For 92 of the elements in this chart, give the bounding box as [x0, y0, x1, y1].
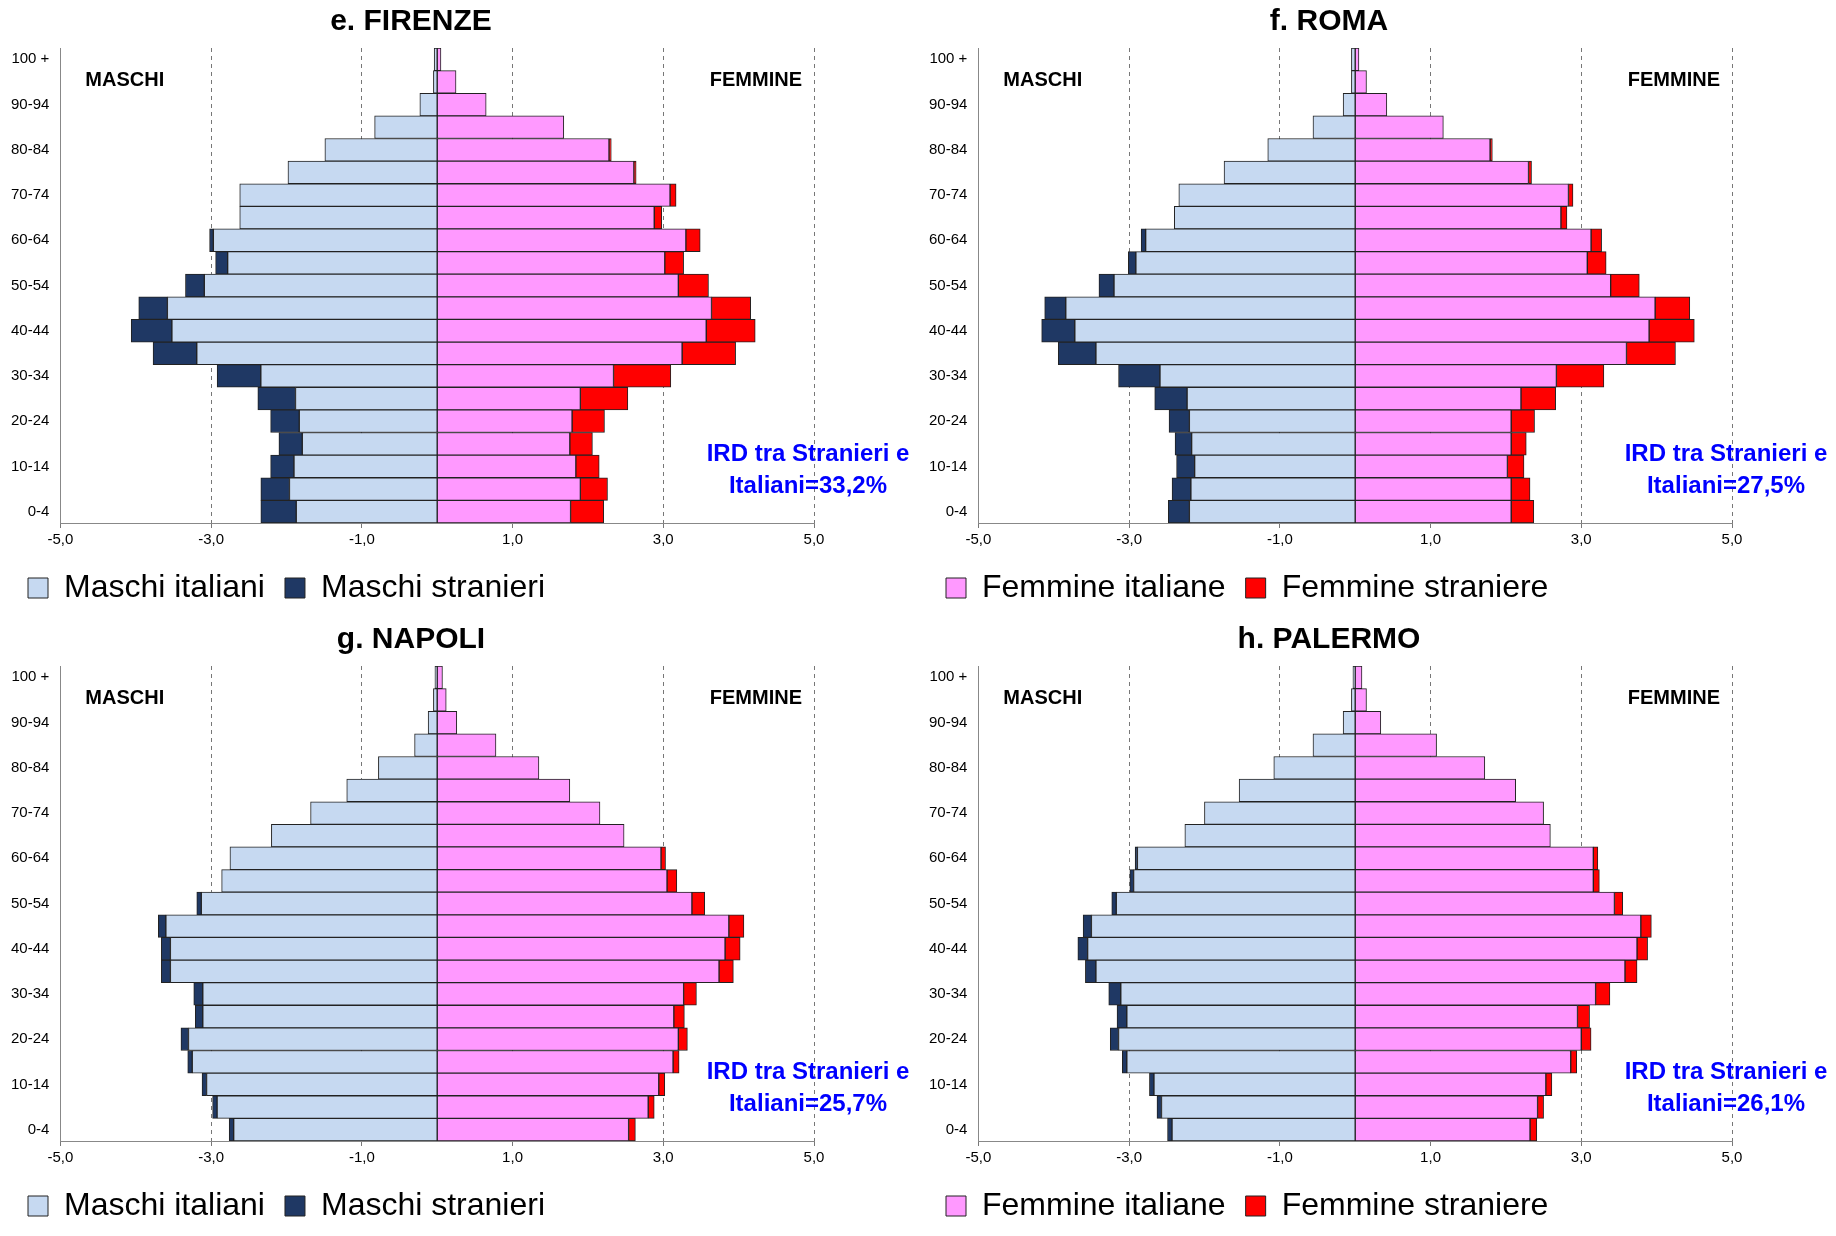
- legend-label: Femmine straniere: [1281, 1185, 1549, 1222]
- y-tick-label: 60-64: [928, 230, 968, 248]
- x-tick-label: 3,0: [652, 530, 674, 548]
- legend-label: Maschi stranieri: [320, 1185, 546, 1222]
- x-tick-label: 5,0: [803, 530, 825, 548]
- x-tick-label: 1,0: [502, 530, 523, 548]
- x-tick-label: 1,0: [502, 1148, 523, 1166]
- y-tick-label: 0-4: [945, 501, 968, 519]
- annotation: IRD tra Stranieri e Italiani=26,1%: [1624, 1057, 1828, 1117]
- y-tick-label: 70-74: [928, 803, 968, 821]
- y-tick-label: 0-4: [27, 1119, 50, 1137]
- chart-title: e. FIRENZE: [330, 3, 492, 37]
- y-tick-label: 30-34: [928, 366, 968, 384]
- y-tick-label: 30-34: [10, 366, 50, 384]
- y-tick-label: 80-84: [928, 139, 968, 157]
- y-tick-label: 0-4: [27, 501, 50, 519]
- y-tick-label: 20-24: [10, 411, 50, 429]
- x-tick-label: 3,0: [652, 1148, 674, 1166]
- y-tick-label: 50-54: [10, 275, 50, 293]
- x-tick-label: -5,0: [47, 530, 74, 548]
- y-tick-label: 60-64: [10, 848, 50, 866]
- x-tick-label: -3,0: [198, 530, 225, 548]
- y-tick-label: 20-24: [928, 411, 968, 429]
- annotation: FEMMINE: [1627, 67, 1720, 90]
- y-tick-label: 40-44: [928, 320, 968, 338]
- y-tick-label: 40-44: [10, 320, 50, 338]
- annotation: MASCHI: [85, 67, 165, 90]
- y-tick-label: 30-34: [928, 984, 968, 1002]
- y-tick-label: 0-4: [945, 1119, 968, 1137]
- y-tick-label: 100 +: [929, 49, 968, 67]
- x-tick-label: 1,0: [1420, 1148, 1441, 1166]
- x-tick-label: 5,0: [1721, 530, 1743, 548]
- x-tick-label: -5,0: [965, 1148, 992, 1166]
- y-tick-label: 100 +: [11, 49, 50, 67]
- y-tick-label: 70-74: [928, 185, 968, 203]
- y-tick-label: 50-54: [928, 893, 968, 911]
- legend-label: Femmine straniere: [1281, 567, 1549, 604]
- annotation: FEMMINE: [1627, 685, 1720, 708]
- x-tick-label: -5,0: [47, 1148, 74, 1166]
- annotation: MASCHI: [1003, 685, 1083, 708]
- legend-label: Femmine italiane: [982, 1185, 1226, 1222]
- y-tick-label: 80-84: [10, 757, 50, 775]
- y-tick-label: 40-44: [10, 938, 50, 956]
- y-tick-label: 80-84: [928, 757, 968, 775]
- y-tick-label: 10-14: [928, 456, 968, 474]
- y-tick-label: 50-54: [10, 893, 50, 911]
- y-tick-label: 90-94: [10, 94, 50, 112]
- x-tick-label: 3,0: [1570, 1148, 1592, 1166]
- x-tick-label: -3,0: [198, 1148, 225, 1166]
- annotation: IRD tra Stranieri e Italiani=27,5%: [1624, 439, 1828, 499]
- x-tick-label: -3,0: [1116, 1148, 1143, 1166]
- y-tick-label: 100 +: [11, 667, 50, 685]
- x-tick-label: -1,0: [348, 1148, 375, 1166]
- y-tick-label: 90-94: [928, 94, 968, 112]
- y-tick-label: 10-14: [10, 1074, 50, 1092]
- x-tick-label: -1,0: [1266, 530, 1293, 548]
- x-tick-label: -5,0: [965, 530, 992, 548]
- x-tick-label: 3,0: [1570, 530, 1592, 548]
- y-tick-label: 90-94: [10, 712, 50, 730]
- annotation: IRD tra Stranieri e Italiani=25,7%: [706, 1057, 910, 1117]
- annotation: IRD tra Stranieri e Italiani=33,2%: [706, 439, 910, 499]
- annotation: FEMMINE: [709, 685, 802, 708]
- chart-title: f. ROMA: [1269, 3, 1389, 37]
- legend-label: Maschi italiani: [64, 1185, 265, 1222]
- y-tick-label: 10-14: [10, 456, 50, 474]
- y-tick-label: 60-64: [928, 848, 968, 866]
- y-tick-label: 100 +: [929, 667, 968, 685]
- x-tick-label: -1,0: [1266, 1148, 1293, 1166]
- x-tick-label: 5,0: [1721, 1148, 1743, 1166]
- annotation: MASCHI: [1003, 67, 1083, 90]
- y-tick-label: 80-84: [10, 139, 50, 157]
- y-tick-label: 10-14: [928, 1074, 968, 1092]
- y-tick-label: 60-64: [10, 230, 50, 248]
- x-tick-label: 1,0: [1420, 530, 1441, 548]
- y-tick-label: 50-54: [928, 275, 968, 293]
- y-tick-label: 20-24: [10, 1029, 50, 1047]
- legend-label: Maschi stranieri: [320, 567, 546, 604]
- y-tick-label: 40-44: [928, 938, 968, 956]
- chart-title: h. PALERMO: [1237, 621, 1421, 655]
- y-tick-label: 90-94: [928, 712, 968, 730]
- x-tick-label: -1,0: [348, 530, 375, 548]
- annotation: FEMMINE: [709, 67, 802, 90]
- y-tick-label: 70-74: [10, 803, 50, 821]
- annotation: MASCHI: [85, 685, 165, 708]
- chart-title: g. NAPOLI: [336, 621, 486, 655]
- y-tick-label: 30-34: [10, 984, 50, 1002]
- y-tick-label: 70-74: [10, 185, 50, 203]
- legend-label: Maschi italiani: [64, 567, 265, 604]
- x-tick-label: 5,0: [803, 1148, 825, 1166]
- legend-label: Femmine italiane: [982, 567, 1226, 604]
- x-tick-label: -3,0: [1116, 530, 1143, 548]
- y-tick-label: 20-24: [928, 1029, 968, 1047]
